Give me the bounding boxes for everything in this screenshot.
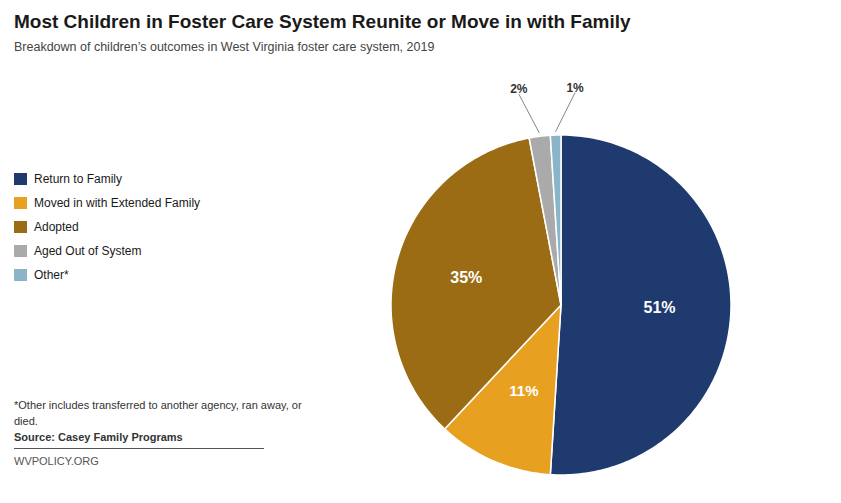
html-text:Other*: Other* (34, 268, 69, 283)
html-text:Breakdown of children’s outcom: Breakdown of children’s outcomes in West… (14, 40, 435, 54)
svg-text:1%: 1% (566, 81, 584, 95)
svg-text:2%: 2% (510, 82, 528, 96)
html-text:Aged Out of System: Aged Out of System (34, 244, 142, 259)
html-text:Moved in with Extended Family: Moved in with Extended Family (34, 196, 201, 211)
html-text:Return to Family: Return to Family (34, 172, 122, 187)
svg-text:35%: 35% (450, 269, 482, 286)
html-text:WVPOLICY.ORG: WVPOLICY.ORG (14, 455, 99, 467)
html-text:*Other includes transferred to: *Other includes transferred to another a… (14, 398, 302, 427)
html-text:Adopted: Adopted (34, 220, 79, 235)
html-text:Most Children in Foster Care S: Most Children in Foster Care System Reun… (14, 11, 631, 32)
svg-text:11%: 11% (509, 382, 538, 399)
html-text:Source: Casey Family Programs: Source: Casey Family Programs (14, 430, 183, 443)
svg-text:51%: 51% (644, 299, 676, 316)
